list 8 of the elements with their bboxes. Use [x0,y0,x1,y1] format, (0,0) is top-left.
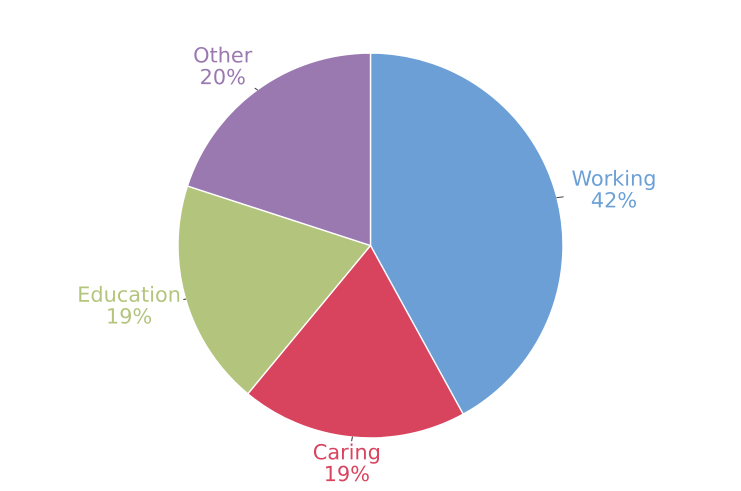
slice-label: Working [572,170,655,190]
data-label: 19% [326,466,369,482]
data-label: 42% [592,192,636,208]
slice-label: Education [79,286,180,302]
data-label: 20% [201,68,245,84]
slice-label: Other [194,46,252,63]
slice-label: Caring [314,444,379,464]
data-label: 19% [108,308,152,324]
